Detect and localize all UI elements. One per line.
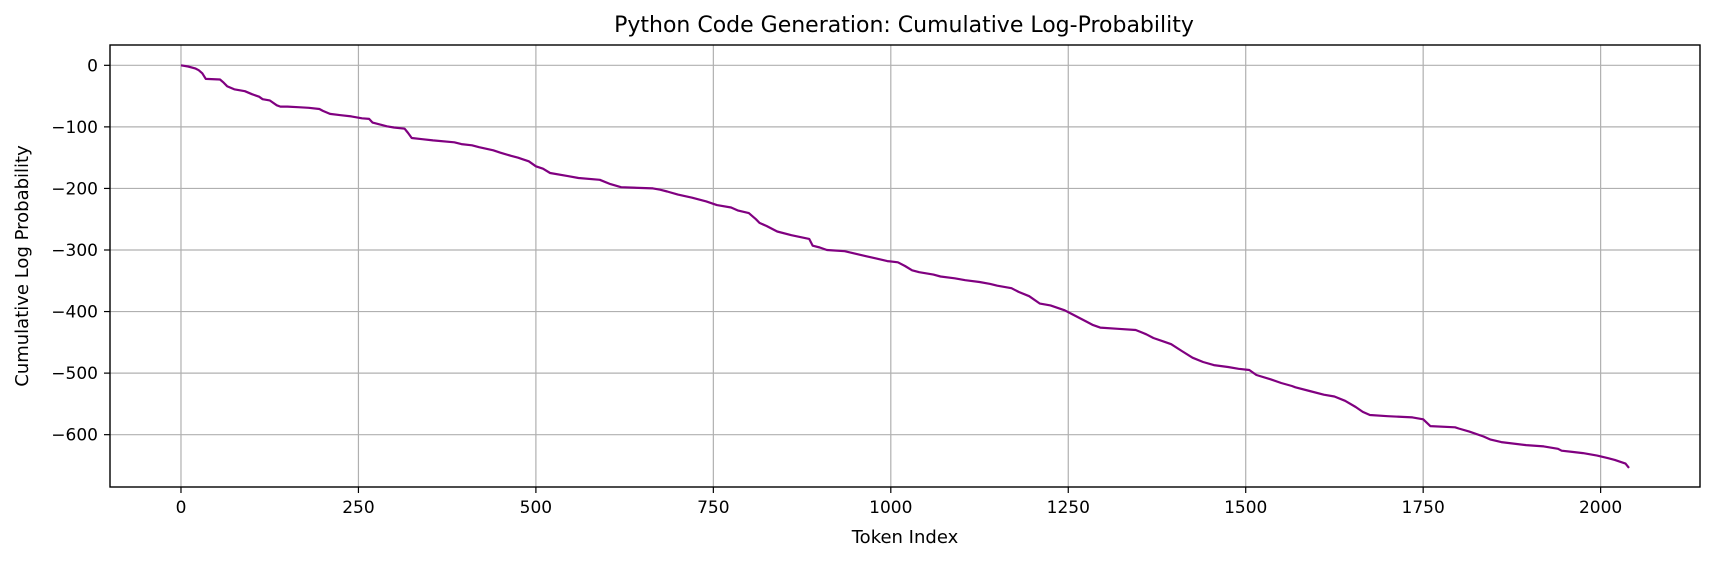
y-axis: 0 −100 −200 −300 −400 −500 −600 (51, 56, 110, 446)
x-tick-label: 1500 (1224, 498, 1267, 518)
x-tick-label: 250 (342, 498, 374, 518)
y-tick-label: −600 (51, 426, 98, 446)
y-tick-label: −500 (51, 364, 98, 384)
grid (110, 45, 1700, 487)
plot-area (180, 64, 1630, 469)
x-tick-label: 2000 (1579, 498, 1622, 518)
x-tick-label: 1000 (869, 498, 912, 518)
plot-frame (109, 44, 1701, 488)
y-tick-label: −100 (51, 118, 98, 138)
y-tick-label: −400 (51, 303, 98, 323)
x-tick-label: 500 (520, 498, 552, 518)
y-axis-label: Cumulative Log Probability (12, 145, 33, 387)
x-tick-label: 1250 (1047, 498, 1090, 518)
x-tick-label: 0 (176, 498, 187, 518)
y-tick-label: −200 (51, 179, 98, 199)
x-axis-label: Token Index (851, 527, 959, 548)
x-tick-label: 750 (697, 498, 729, 518)
y-tick-label: 0 (87, 56, 98, 76)
x-axis: 0 250 500 750 1000 1250 1500 1750 2000 (176, 487, 1622, 518)
chart-title: Python Code Generation: Cumulative Log-P… (614, 13, 1194, 38)
y-tick-label: −300 (51, 241, 98, 261)
x-tick-label: 1750 (1402, 498, 1445, 518)
series-line-0 (180, 64, 1630, 469)
